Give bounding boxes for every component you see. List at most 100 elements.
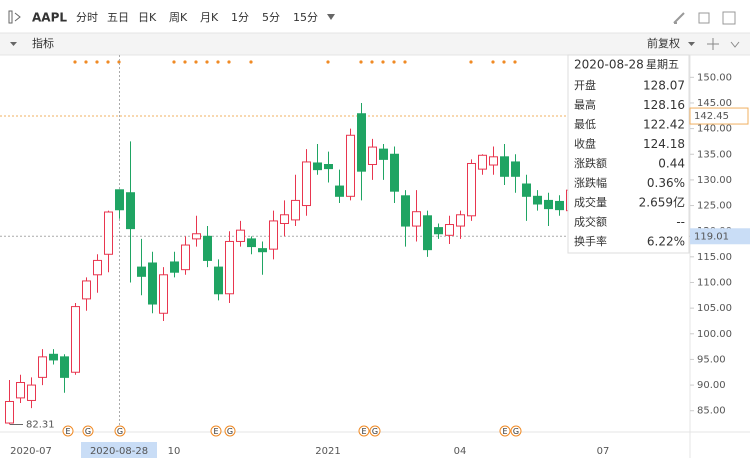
candle-body <box>82 280 91 300</box>
event-badge[interactable] <box>499 425 511 437</box>
adjust-label[interactable]: 前复权 <box>647 36 680 50</box>
tab[interactable]: 周K <box>169 11 188 24</box>
candle-body <box>280 214 289 224</box>
event-badge[interactable] <box>358 425 370 437</box>
y-tick-label: 135.00 <box>697 149 732 160</box>
candle-body <box>5 400 14 424</box>
candle-body <box>335 185 344 197</box>
candle-body <box>269 220 278 250</box>
tab[interactable]: 5分 <box>262 11 280 24</box>
candle-body <box>137 266 146 277</box>
low-label: 82.31 <box>26 420 55 431</box>
event-badge[interactable] <box>62 425 74 437</box>
y-tick-label: 85.00 <box>697 406 726 417</box>
tooltip-label: 收盘 <box>574 137 596 151</box>
tab[interactable]: 1分 <box>231 11 249 24</box>
candle-body <box>247 238 256 248</box>
candle-body <box>478 154 487 170</box>
tab[interactable]: 五日 <box>107 11 129 24</box>
tooltip-value: 124.18 <box>643 137 685 151</box>
collapse-panel[interactable] <box>730 41 740 48</box>
event-dot <box>403 60 407 64</box>
tooltip-value: 0.44 <box>658 157 685 171</box>
collapse[interactable] <box>10 42 17 46</box>
event-dot <box>392 60 396 64</box>
y-tick-label: 145.00 <box>697 98 732 109</box>
tab[interactable]: 分时 <box>76 11 98 24</box>
event-badge[interactable] <box>82 425 94 437</box>
indicator-label[interactable]: 指标 <box>32 36 54 50</box>
event-badge[interactable] <box>369 425 381 437</box>
candle-body <box>214 266 223 295</box>
draw-tool[interactable] <box>673 12 685 24</box>
indicator-bar <box>0 33 750 55</box>
candle-body <box>302 161 311 207</box>
y-tick-label: 100.00 <box>697 329 732 340</box>
event-badge[interactable] <box>510 425 522 437</box>
tab[interactable]: 15分 <box>293 11 318 24</box>
candle-body <box>16 382 25 399</box>
adjust-dropdown[interactable] <box>688 42 695 46</box>
event-letter: G <box>117 427 123 436</box>
candle-body <box>544 199 553 210</box>
tooltip-label: 成交量 <box>574 195 607 209</box>
candle-body <box>38 356 47 378</box>
tab[interactable]: 日K <box>138 11 157 24</box>
event-dot <box>73 60 77 64</box>
event-dot <box>469 60 473 64</box>
tooltip-value: 0.36% <box>647 176 685 190</box>
tooltip-label: 最低 <box>574 118 596 131</box>
event-dot <box>249 60 253 64</box>
settings[interactable] <box>722 11 736 25</box>
candle-body <box>379 148 388 160</box>
crosshair-price-box <box>690 228 750 245</box>
fullscreen[interactable] <box>698 12 710 24</box>
tooltip-label: 成交额 <box>574 215 607 229</box>
candle-body <box>71 306 80 373</box>
event-dot <box>106 60 110 64</box>
candle-body <box>159 274 168 314</box>
y-tick-label: 140.00 <box>697 124 732 135</box>
last-price-label: 142.45 <box>694 111 729 122</box>
candle-body <box>445 224 454 236</box>
tooltip-label: 涨跌幅 <box>574 176 607 190</box>
event-dot <box>326 60 330 64</box>
x-tick-label: 2021 <box>315 446 340 457</box>
tooltip-value: 128.16 <box>643 98 685 112</box>
candle-body <box>115 189 124 211</box>
y-tick-label: 130.00 <box>697 175 732 186</box>
add-indicator[interactable] <box>707 38 719 50</box>
event-letter: E <box>65 427 70 436</box>
event-badge[interactable] <box>210 425 222 437</box>
y-tick-label: 150.00 <box>697 72 732 83</box>
tooltip-value: 122.42 <box>643 118 685 132</box>
y-tick-label: 95.00 <box>697 354 726 365</box>
event-letter: G <box>227 427 233 436</box>
candle-body <box>346 134 355 197</box>
candle-body <box>401 195 410 227</box>
tab[interactable]: 月K <box>200 11 219 24</box>
candle-body <box>434 227 443 235</box>
sidebar-toggle[interactable] <box>8 10 21 24</box>
candle-body <box>467 162 476 217</box>
tooltip-label: 涨跌额 <box>574 156 607 170</box>
candle-body <box>313 162 322 171</box>
more-dropdown[interactable] <box>327 14 335 20</box>
event-dot <box>370 60 374 64</box>
event-badge[interactable] <box>224 425 236 437</box>
candle-body <box>236 229 245 242</box>
event-dot <box>95 60 99 64</box>
event-badge[interactable] <box>114 425 126 437</box>
tooltip-value: 128.07 <box>643 79 685 93</box>
candle-body <box>522 183 531 197</box>
event-dot <box>359 60 363 64</box>
candle-body <box>500 156 509 177</box>
event-dot <box>502 60 506 64</box>
candle-body <box>192 233 201 240</box>
symbol: AAPL <box>32 11 67 25</box>
candle-body <box>60 356 69 378</box>
tooltip-label: 开盘 <box>574 78 596 92</box>
event-letter: G <box>85 427 91 436</box>
tooltip-value: -- <box>676 215 685 229</box>
candle-body <box>181 244 190 271</box>
